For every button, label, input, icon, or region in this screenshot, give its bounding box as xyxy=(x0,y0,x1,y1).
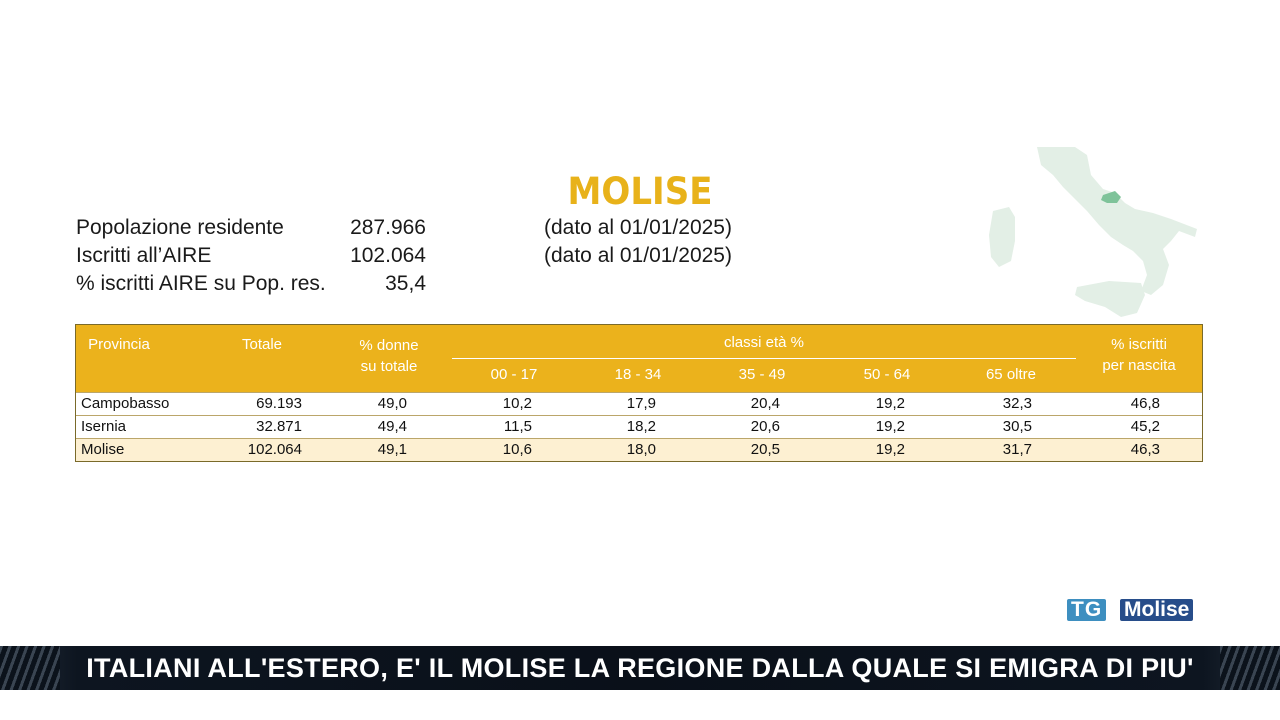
header-totale: Totale xyxy=(241,336,283,353)
header-age-group: 00 - 17 xyxy=(490,366,538,383)
cell-age: 10,2 xyxy=(502,395,532,412)
cell-totale: 32.871 xyxy=(256,418,302,435)
map-sicily xyxy=(1075,281,1145,317)
stat-note: (dato al 01/01/2025) xyxy=(544,216,732,239)
header-age-group: 35 - 49 xyxy=(738,366,786,383)
stat-value: 102.064 xyxy=(350,244,426,267)
statistics-table: Provincia Totale % donne su totale class… xyxy=(75,324,1203,462)
cell-age: 19,2 xyxy=(875,441,905,458)
map-molise xyxy=(1101,191,1121,203)
table-body: Campobasso 69.193 49,0 10,2 17,9 20,4 19… xyxy=(76,392,1202,461)
logo-name: Molise xyxy=(1120,599,1194,621)
cell-donne: 49,1 xyxy=(377,441,407,458)
table-row-total: Molise 102.064 49,1 10,6 18,0 20,5 19,2 … xyxy=(76,438,1202,461)
stat-value: 35,4 xyxy=(385,272,426,295)
cell-totale: 102.064 xyxy=(247,441,302,458)
news-ticker: ITALIANI ALL'ESTERO, E' IL MOLISE LA REG… xyxy=(0,646,1280,690)
cell-age: 31,7 xyxy=(1002,441,1032,458)
header-age-group: 50 - 64 xyxy=(863,366,911,383)
header-donne-line2: su totale xyxy=(360,358,418,375)
cell-age: 17,9 xyxy=(626,395,656,412)
cell-age: 10,6 xyxy=(502,441,532,458)
stat-label: % iscritti AIRE su Pop. res. xyxy=(76,272,326,295)
ticker-stripe-right xyxy=(1220,646,1280,690)
cell-totale: 69.193 xyxy=(256,395,302,412)
ticker-stripe-left xyxy=(0,646,60,690)
cell-age: 18,0 xyxy=(626,441,656,458)
cell-age: 20,5 xyxy=(750,441,780,458)
cell-age: 20,4 xyxy=(750,395,780,412)
cell-donne: 49,4 xyxy=(377,418,407,435)
cell-nascita: 46,8 xyxy=(1130,395,1160,412)
cell-nascita: 45,2 xyxy=(1130,418,1160,435)
cell-age: 19,2 xyxy=(875,395,905,412)
cell-age: 11,5 xyxy=(503,418,532,435)
map-sardinia xyxy=(989,207,1015,267)
table-row: Isernia 32.871 49,4 11,5 18,2 20,6 19,2 … xyxy=(76,415,1202,438)
cell-provincia: Isernia xyxy=(81,418,127,435)
cell-provincia: Molise xyxy=(81,441,125,458)
header-nascita-line1: % iscritti xyxy=(1111,336,1167,353)
header-classi-eta: classi età % xyxy=(723,334,805,351)
stat-value: 287.966 xyxy=(350,216,426,239)
table-row: Campobasso 69.193 49,0 10,2 17,9 20,4 19… xyxy=(76,392,1202,415)
stat-label: Popolazione residente xyxy=(76,216,284,239)
cell-age: 18,2 xyxy=(626,418,656,435)
cell-age: 20,6 xyxy=(750,418,780,435)
italy-map-icon xyxy=(989,147,1197,317)
cell-age: 19,2 xyxy=(875,418,905,435)
cell-age: 32,3 xyxy=(1002,395,1032,412)
ticker-headline: ITALIANI ALL'ESTERO, E' IL MOLISE LA REG… xyxy=(86,653,1194,683)
cell-provincia: Campobasso xyxy=(81,395,170,412)
header-provincia: Provincia xyxy=(88,336,150,353)
cell-age: 30,5 xyxy=(1002,418,1032,435)
header-nascita-line2: per nascita xyxy=(1102,357,1176,374)
cell-nascita: 46,3 xyxy=(1130,441,1160,458)
header-donne-line1: % donne xyxy=(359,337,419,354)
map-mainland xyxy=(1037,147,1197,295)
header-age-group: 18 - 34 xyxy=(614,366,662,383)
header-age-group: 65 oltre xyxy=(985,366,1037,383)
logo-tg: TG xyxy=(1067,599,1107,621)
header-divider xyxy=(452,358,1076,359)
region-title: MOLISE xyxy=(567,170,713,213)
stat-note: (dato al 01/01/2025) xyxy=(544,244,732,267)
cell-donne: 49,0 xyxy=(377,395,407,412)
table-header: Provincia Totale % donne su totale class… xyxy=(76,325,1202,392)
stat-label: Iscritti all’AIRE xyxy=(76,244,212,267)
